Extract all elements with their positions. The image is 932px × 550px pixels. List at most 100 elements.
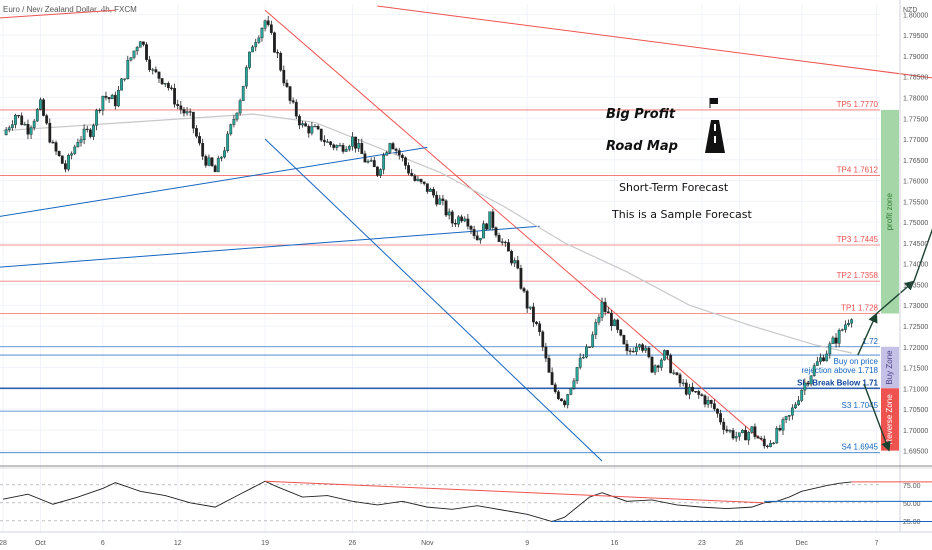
- candle: [10, 124, 14, 128]
- forecast-arrow: [876, 280, 915, 315]
- price-tick-label: 1.79500: [903, 33, 928, 40]
- road-mark: [714, 124, 716, 131]
- candle: [110, 94, 114, 100]
- candle: [510, 251, 513, 264]
- candle: [753, 426, 757, 437]
- candle: [725, 429, 729, 432]
- candle: [809, 375, 813, 385]
- candle: [806, 382, 810, 385]
- candle: [307, 126, 311, 134]
- candle: [301, 123, 304, 126]
- candle: [613, 319, 616, 327]
- candle: [575, 367, 579, 382]
- candle: [407, 165, 410, 174]
- candle: [766, 445, 769, 447]
- candle: [385, 152, 389, 156]
- candle: [697, 391, 701, 395]
- candle: [413, 175, 417, 181]
- candle: [238, 100, 242, 114]
- candle: [485, 223, 488, 230]
- trend-line: [0, 9, 116, 19]
- candle: [716, 408, 719, 414]
- candle: [488, 211, 492, 230]
- candle: [678, 374, 682, 384]
- zone-band: [881, 109, 899, 314]
- candle: [207, 157, 211, 166]
- price-tick-label: 1.78000: [903, 95, 928, 102]
- zone-label: profit zone: [885, 193, 894, 231]
- candle: [347, 146, 351, 150]
- candle: [834, 337, 838, 344]
- candle: [372, 160, 376, 168]
- candle: [525, 290, 529, 309]
- price-tick-label: 1.72500: [903, 324, 928, 331]
- candle: [397, 150, 401, 156]
- candle: [326, 141, 329, 143]
- candle: [20, 115, 24, 125]
- candle: [366, 161, 370, 163]
- price-tick-label: 1.71500: [903, 366, 928, 373]
- candle: [844, 324, 847, 330]
- candle: [566, 394, 570, 406]
- candle: [712, 403, 716, 410]
- candle: [298, 115, 301, 126]
- candle: [244, 67, 248, 87]
- candle: [666, 350, 669, 356]
- candle: [285, 82, 289, 87]
- zone-label: Buy Zone: [885, 350, 894, 385]
- candle: [672, 372, 676, 374]
- candle: [39, 99, 42, 110]
- candle: [235, 112, 239, 120]
- candle: [288, 86, 292, 101]
- candle: [625, 343, 629, 351]
- candle: [145, 44, 148, 60]
- candle: [282, 69, 286, 84]
- time-tick-label: 7: [875, 540, 879, 547]
- candle: [29, 127, 33, 135]
- candle: [388, 143, 392, 153]
- candle: [379, 169, 382, 176]
- candle: [391, 143, 395, 150]
- currency-label: NZD: [903, 7, 917, 14]
- candle: [769, 443, 772, 447]
- candle: [507, 242, 510, 252]
- candle: [519, 268, 523, 289]
- candle: [772, 442, 776, 445]
- price-tick-label: 1.73000: [903, 303, 928, 310]
- candle: [351, 136, 354, 147]
- candle: [223, 150, 226, 158]
- candle: [709, 400, 713, 404]
- price-tick-label: 1.72000: [903, 345, 928, 352]
- price-tick-label: 1.69500: [903, 449, 928, 456]
- candle: [73, 146, 77, 154]
- candle: [329, 141, 332, 145]
- candle: [800, 389, 804, 401]
- candle: [88, 129, 92, 137]
- candle: [129, 57, 133, 61]
- price-tick-label: 1.73500: [903, 282, 928, 289]
- candle: [154, 69, 158, 73]
- trend-line: [377, 5, 932, 79]
- candle: [166, 83, 170, 89]
- candle: [35, 109, 39, 122]
- candle: [176, 104, 180, 107]
- forecast-arrow: [913, 228, 932, 282]
- candle: [641, 344, 645, 351]
- price-tick-label: 1.80000: [903, 12, 928, 19]
- annotation-sample: This is a Sample Forecast: [611, 208, 752, 221]
- candle: [191, 111, 195, 129]
- candle: [335, 145, 339, 148]
- candle: [266, 20, 270, 25]
- candle: [622, 335, 626, 345]
- candle: [441, 198, 445, 201]
- candle: [182, 109, 186, 114]
- candle: [528, 306, 532, 309]
- price-tick-label: 1.74000: [903, 262, 928, 269]
- rsi-tick-label: 50.00: [903, 501, 921, 508]
- candle: [400, 154, 404, 158]
- candle: [828, 343, 832, 355]
- candle: [454, 222, 457, 225]
- candle: [847, 322, 850, 326]
- candle: [63, 163, 67, 170]
